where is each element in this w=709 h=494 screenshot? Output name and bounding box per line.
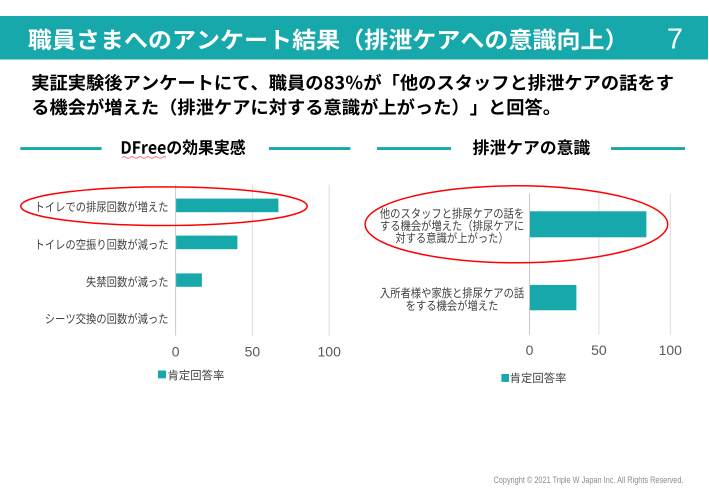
svg-text:100: 100	[659, 342, 683, 358]
svg-text:Copyright © 2021 Triple W Japa: Copyright © 2021 Triple W Japan Inc. All…	[494, 475, 684, 486]
svg-text:50: 50	[245, 343, 261, 359]
svg-text:50: 50	[591, 342, 607, 358]
svg-text:0: 0	[172, 343, 180, 359]
svg-text:100: 100	[318, 343, 342, 359]
svg-text:7: 7	[667, 24, 683, 56]
svg-text:0: 0	[526, 342, 534, 358]
